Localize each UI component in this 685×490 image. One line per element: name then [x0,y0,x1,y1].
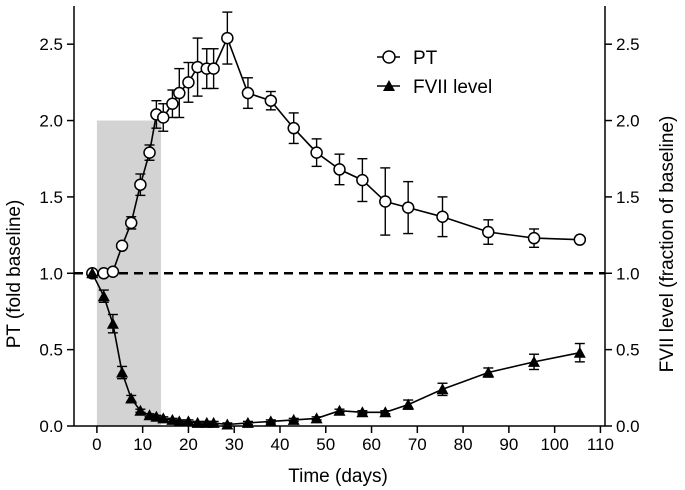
pt-point [401,201,415,214]
pt-series-line [92,35,580,275]
pt-point [333,163,346,176]
y-tick-label-left: 2.0 [39,112,63,131]
y-tick-label-left: 0.5 [39,341,63,360]
pt-point [436,210,449,224]
pt-point [166,97,179,110]
x-tick-label: 0 [92,435,101,454]
fvii-point [143,409,156,421]
fvii-point [287,413,300,425]
fvii-point [241,416,254,428]
fvii-point [436,383,449,395]
y-tick-label-left: 1.5 [39,188,63,207]
fvii-point [207,416,220,428]
pt-point [157,111,170,124]
fvii-point [264,415,277,427]
fvii-point [125,392,138,404]
pt-point [527,231,541,245]
pt-point [182,76,195,89]
pt-point [134,178,147,191]
pt-point [143,146,156,159]
x-tick-label: 10 [133,435,152,454]
fvii-point [191,416,204,428]
legend-fvii-label: FVII level [413,77,492,98]
x-tick-label: 30 [225,435,244,454]
pt-point [115,239,129,253]
y-tick-label-right: 0.5 [616,341,640,360]
fvii-point [97,290,110,302]
y-tick-label-right: 1.0 [616,264,640,283]
fvii-point [173,415,186,427]
y-tick-label-right: 2.5 [616,35,640,54]
pt-point [379,195,392,208]
pt-point [173,86,186,100]
legend-fvii-marker [383,80,395,91]
x-axis-title: Time (days) [288,466,388,487]
fvii-series-line [91,272,580,426]
pt-point [124,216,138,230]
pt-point [287,121,300,135]
pt-point [106,265,120,278]
x-tick-label: 40 [271,435,290,454]
y-tick-label-left: 2.5 [39,35,63,54]
fvii-point [573,346,586,358]
x-tick-label: 110 [587,435,614,454]
fvii-point [182,415,195,427]
pt-point [207,62,220,75]
x-tick-label: 50 [316,435,335,454]
pt-point [241,86,255,100]
x-tick-label: 90 [499,435,518,454]
y-tick-label-right: 0.0 [616,417,640,436]
fvii-point [116,366,129,378]
fvii-point [482,366,495,378]
y-tick-label-left: 1.0 [39,264,63,283]
y-tick-label-right: 2.0 [616,112,640,131]
pt-point [356,173,369,187]
fvii-point [333,404,346,416]
pt-point [221,31,234,45]
fvii-point [356,406,369,418]
pt-point [310,146,323,159]
fvii-point [157,412,170,424]
x-tick-label: 70 [408,435,427,454]
x-tick-label: 60 [362,435,381,454]
fvii-point [379,406,392,418]
pt-point [573,233,587,246]
legend: PT FVII level [377,48,492,98]
y-tick-label-right: 1.5 [616,188,640,207]
series-group [86,11,587,430]
fvii-point [106,317,119,329]
y-axis-left-title: PT (fold baseline) [4,200,25,349]
legend-pt-label: PT [413,48,438,69]
pt-point [264,94,278,107]
fvii-point [86,267,99,279]
fvii-point [310,412,323,424]
x-tick-label: 100 [540,435,568,454]
fvii-point [221,418,234,430]
y-axis-right-title: FVII level (fraction of baseline) [657,116,678,373]
y-tick-label-left: 0.0 [39,417,63,436]
fvii-point [528,355,540,367]
fvii-point [150,410,163,422]
fvii-point [402,398,415,410]
fvii-point [166,413,179,425]
x-tick-label: 80 [454,435,473,454]
pt-point [482,225,495,239]
x-tick-label: 20 [179,435,198,454]
legend-pt-marker [382,50,396,64]
fvii-point [134,404,147,416]
